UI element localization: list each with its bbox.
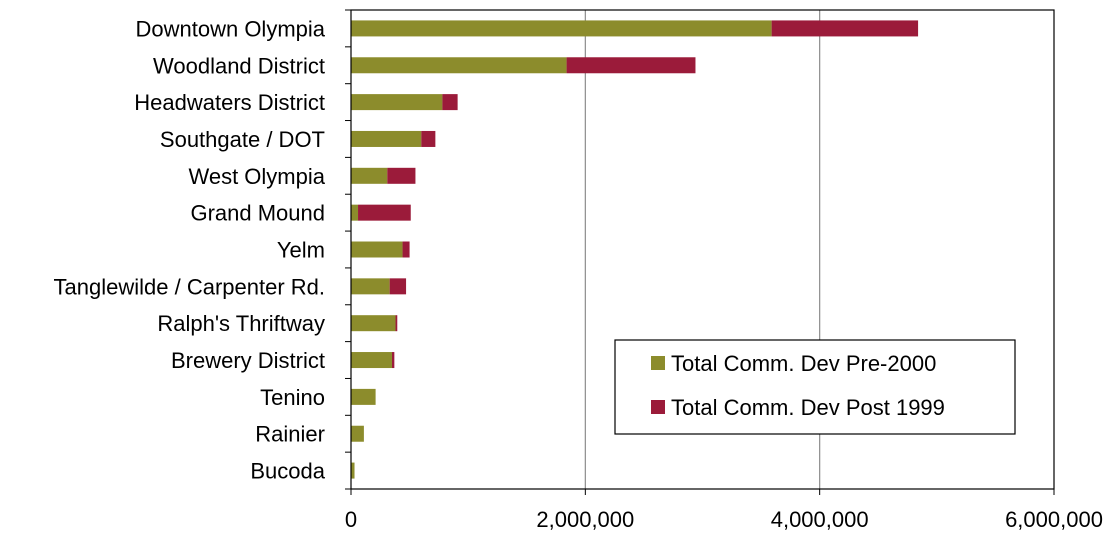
category-label: West Olympia xyxy=(188,164,325,189)
bar-segment-post-1999 xyxy=(389,278,407,295)
legend-label: Total Comm. Dev Post 1999 xyxy=(671,395,945,420)
legend-swatch xyxy=(651,356,665,370)
bar-segment-pre-2000 xyxy=(351,352,393,369)
legend: Total Comm. Dev Pre-2000 Total Comm. Dev … xyxy=(614,339,1016,435)
bar-segment-pre-2000 xyxy=(351,94,443,111)
bar-segment-post-1999 xyxy=(771,20,919,37)
bar-segment-pre-2000 xyxy=(351,20,772,37)
bar-segment-pre-2000 xyxy=(351,241,403,258)
category-label: Downtown Olympia xyxy=(135,16,325,41)
bar-segment-pre-2000 xyxy=(351,278,390,295)
bar-segment-pre-2000 xyxy=(351,167,388,184)
category-label: Tanglewilde / Carpenter Rd. xyxy=(54,274,325,299)
bar-segment-pre-2000 xyxy=(351,462,355,479)
x-tick-label: 0 xyxy=(345,507,357,532)
category-label: Headwaters District xyxy=(134,90,325,115)
bar-segment-post-1999 xyxy=(566,57,696,74)
bar-segment-pre-2000 xyxy=(351,204,359,221)
category-label: Tenino xyxy=(260,385,325,410)
legend-box xyxy=(614,339,1016,435)
x-tick-label: 4,000,000 xyxy=(771,507,869,532)
plot-area-frame xyxy=(350,9,1055,490)
category-labels: Downtown Olympia Woodland District Headwat… xyxy=(54,16,326,483)
bar-segment-post-1999 xyxy=(358,204,411,221)
category-label: Rainier xyxy=(255,422,325,447)
bar-segment-pre-2000 xyxy=(351,315,396,332)
category-label: Brewery District xyxy=(171,348,325,373)
legend-swatch xyxy=(651,400,665,414)
bar-segment-pre-2000 xyxy=(351,425,364,442)
x-tick-label: 6,000,000 xyxy=(1005,507,1103,532)
bar-segment-pre-2000 xyxy=(351,130,422,147)
x-tick-label: 2,000,000 xyxy=(536,507,634,532)
bar-segment-pre-2000 xyxy=(351,57,567,74)
category-label: Grand Mound xyxy=(190,201,325,226)
category-label: Woodland District xyxy=(153,53,325,78)
category-label: Southgate / DOT xyxy=(160,127,325,152)
category-label: Ralph's Thriftway xyxy=(157,311,325,336)
bar-segment-post-1999 xyxy=(442,94,458,111)
legend-label: Total Comm. Dev Pre-2000 xyxy=(671,351,936,376)
bars xyxy=(351,20,919,479)
category-label: Yelm xyxy=(277,238,325,263)
bar-segment-pre-2000 xyxy=(351,388,376,405)
axis-ticks xyxy=(345,9,1055,495)
x-tick-labels: 0 2,000,000 4,000,000 6,000,000 xyxy=(345,507,1103,532)
bar-segment-post-1999 xyxy=(392,352,395,369)
bar-segment-post-1999 xyxy=(421,130,436,147)
bar-segment-post-1999 xyxy=(395,315,398,332)
bar-segment-post-1999 xyxy=(402,241,410,258)
category-label: Bucoda xyxy=(250,459,325,484)
bar-segment-post-1999 xyxy=(387,167,416,184)
